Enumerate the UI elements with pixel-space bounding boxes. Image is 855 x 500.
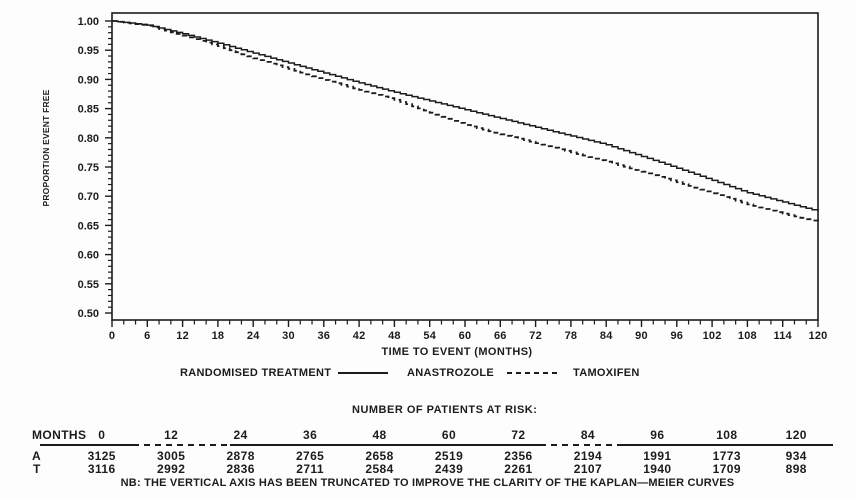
y-tick-label: 0.60: [78, 250, 99, 262]
risk-cell-tamoxifen: 3116: [87, 462, 116, 476]
risk-cell-tamoxifen: 1709: [712, 462, 741, 476]
x-tick-label: 0: [109, 330, 115, 342]
x-tick-label: 66: [494, 330, 507, 342]
risk-cell-anastrozole: 2356: [504, 449, 533, 463]
risk-col-header: 24: [233, 428, 248, 442]
km-curve-tamoxifen: [112, 20, 819, 222]
risk-col-header: 96: [650, 428, 665, 442]
km-curve-anastrozole: [112, 20, 819, 212]
risk-table-months-label: MONTHS: [32, 428, 87, 442]
risk-cell-anastrozole: 1773: [712, 449, 741, 463]
y-tick-label: 0.70: [78, 191, 99, 203]
x-tick-label: 42: [353, 330, 366, 342]
risk-table-row-anastrozole: 3125 3005 2878 2765 2658 2519 2356 2194 1991 1773…: [67, 449, 831, 463]
risk-cell-tamoxifen: 2992: [157, 462, 186, 476]
legend-label-tamoxifen: TAMOXIFEN: [573, 367, 640, 379]
x-tick-label: 12: [176, 330, 189, 342]
km-plot: 1.00 0.95 0.90 0.85 0.80 0.75 0.70 0.65 0.60 0.55…: [78, 12, 828, 342]
risk-table-rule-dash-segment-1: [133, 443, 230, 447]
x-tick-label: 6: [144, 330, 150, 342]
risk-cell-anastrozole: 2765: [295, 449, 325, 463]
y-tick-label: 0.90: [78, 74, 99, 86]
risk-cell-anastrozole: 3125: [87, 449, 116, 463]
risk-col-header: 36: [303, 428, 318, 442]
risk-col-header: 48: [372, 428, 387, 442]
y-tick-label: 0.80: [78, 133, 99, 145]
risk-cell-tamoxifen: 1940: [643, 462, 672, 476]
risk-cell-tamoxifen: 2261: [504, 462, 533, 476]
y-tick-label: 1.00: [78, 16, 99, 28]
y-tick-label: 0.75: [78, 162, 99, 174]
tamoxifen-line-sample: [507, 372, 559, 374]
risk-row-label-tamoxifen: T: [33, 462, 41, 476]
x-tick-label: 48: [388, 330, 401, 342]
x-tick-label: 96: [670, 330, 683, 342]
risk-cell-tamoxifen: 2836: [226, 462, 255, 476]
x-tick-label: 36: [317, 330, 330, 342]
footnote: NB: THE VERTICAL AXIS HAS BEEN TRUNCATED…: [120, 477, 735, 489]
y-tick-label: 0.95: [78, 45, 99, 57]
risk-cell-tamoxifen: 898: [785, 462, 807, 476]
anastrozole-line-sample: [338, 372, 388, 374]
x-tick-label: 84: [600, 330, 613, 342]
risk-col-header: 60: [441, 428, 457, 442]
x-tick-label: 108: [738, 330, 757, 342]
risk-cell-anastrozole: 934: [785, 449, 807, 463]
risk-cell-anastrozole: 2194: [573, 449, 603, 463]
risk-cell-anastrozole: 3005: [157, 449, 186, 463]
risk-cell-tamoxifen: 2107: [573, 462, 603, 476]
risk-cell-tamoxifen: 2584: [365, 462, 394, 476]
x-tick-label: 60: [459, 330, 472, 342]
y-tick-label: 0.50: [78, 308, 99, 320]
x-tick-label: 120: [809, 330, 828, 342]
risk-col-header: 84: [580, 428, 595, 442]
risk-table-rule-dash-segment-2: [540, 443, 622, 447]
x-tick-label: 18: [212, 330, 225, 342]
risk-cell-tamoxifen: 2439: [434, 462, 464, 476]
risk-col-header: 108: [716, 428, 738, 442]
risk-table-row-tamoxifen: 3116 2992 2836 2711 2584 2439 2261 2107 1940 1709…: [67, 462, 831, 476]
x-tick-label: 54: [423, 330, 436, 342]
y-tick-label: 0.85: [78, 104, 99, 116]
plot-frame: [111, 12, 819, 321]
risk-table-title: NUMBER OF PATIENTS AT RISK:: [352, 404, 538, 416]
x-tick-label: 114: [774, 330, 793, 342]
legend-label-anastrozole: ANASTROZOLE: [407, 367, 495, 379]
x-tick-label: 78: [565, 330, 578, 342]
y-tick-label: 0.65: [78, 220, 99, 232]
x-tick-label: 30: [282, 330, 295, 342]
risk-cell-anastrozole: 2519: [434, 449, 464, 463]
risk-col-header: 12: [164, 428, 179, 442]
risk-table-rule: [40, 444, 833, 446]
y-axis-title: PROPORTION EVENT FREE: [41, 89, 51, 207]
risk-cell-tamoxifen: 2711: [296, 462, 324, 476]
risk-col-header: 0: [98, 428, 106, 442]
risk-cell-anastrozole: 2658: [365, 449, 394, 463]
x-tick-label: 24: [247, 330, 260, 342]
legend-title: RANDOMISED TREATMENT: [180, 367, 332, 379]
risk-table-header-row: 0 12 24 36 48 60 72 84 96 108 120: [67, 428, 831, 442]
risk-col-header: 120: [785, 428, 807, 442]
x-tick-label: 72: [529, 330, 542, 342]
risk-cell-anastrozole: 2878: [226, 449, 255, 463]
risk-row-label-anastrozole: A: [32, 449, 42, 463]
risk-col-header: 72: [511, 428, 526, 442]
x-tick-label: 102: [703, 330, 722, 342]
risk-cell-anastrozole: 1991: [643, 449, 672, 463]
x-axis-title: TIME TO EVENT (MONTHS): [381, 346, 533, 358]
x-tick-label: 90: [635, 330, 648, 342]
y-tick-label: 0.55: [78, 279, 99, 291]
